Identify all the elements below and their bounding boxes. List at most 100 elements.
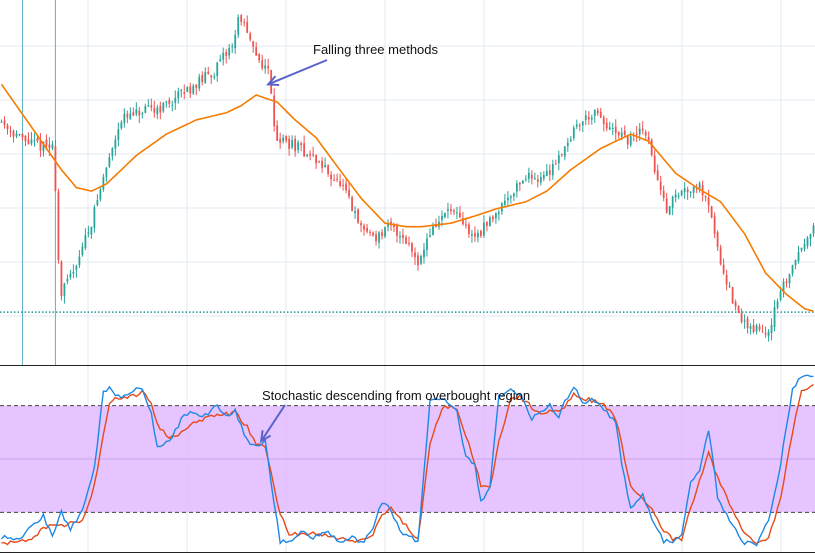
candle-body xyxy=(626,136,629,145)
candle-body xyxy=(174,97,177,104)
candle-body xyxy=(581,121,584,126)
candle-body xyxy=(647,136,650,141)
candle-body xyxy=(494,213,497,219)
candle-body xyxy=(330,174,332,180)
candle-body xyxy=(198,76,201,89)
candle-body xyxy=(611,127,614,129)
candle-body xyxy=(551,163,554,176)
candle-body xyxy=(785,281,788,284)
candle-body xyxy=(126,114,129,118)
candle-body xyxy=(489,217,491,227)
candle-body xyxy=(39,140,42,151)
candle-body xyxy=(710,206,713,218)
candle-body xyxy=(770,325,773,333)
candle-body xyxy=(414,252,416,258)
candle-body xyxy=(521,180,524,184)
candle-body xyxy=(42,141,45,152)
annotation-falling-three-methods: Falling three methods xyxy=(313,42,439,57)
candle-body xyxy=(408,243,410,245)
candle-body xyxy=(483,222,485,236)
candle-body xyxy=(749,326,752,329)
candle-body xyxy=(659,181,662,191)
candle-body xyxy=(138,110,141,116)
candle-body xyxy=(791,265,794,275)
candle-body xyxy=(719,247,722,265)
candle-body xyxy=(518,182,521,185)
candle-body xyxy=(405,237,407,244)
candle-body xyxy=(105,167,108,178)
candle-body xyxy=(411,243,413,252)
candle-body xyxy=(339,181,341,186)
candle-body xyxy=(779,291,782,300)
candle-body xyxy=(713,215,716,234)
candle-body xyxy=(797,252,800,262)
overbought-oversold-band xyxy=(0,405,815,513)
candle-body xyxy=(159,105,162,113)
candle-body xyxy=(297,142,300,151)
candle-body xyxy=(542,174,545,179)
candle-body xyxy=(60,261,63,297)
candle-body xyxy=(141,113,144,115)
candle-body xyxy=(767,331,770,337)
candle-body xyxy=(432,225,434,236)
candle-body xyxy=(809,234,812,239)
candle-body xyxy=(761,331,764,333)
candle-body xyxy=(267,66,270,69)
candle-body xyxy=(665,198,668,213)
candle-body xyxy=(764,333,767,335)
candle-body xyxy=(575,124,578,127)
candle-body xyxy=(369,232,371,234)
candle-body xyxy=(207,71,210,74)
candle-body xyxy=(294,138,297,152)
moving-average-line xyxy=(0,83,814,313)
candle-body xyxy=(701,184,704,196)
candle-body xyxy=(282,137,285,142)
candle-body xyxy=(201,74,204,82)
candle-body xyxy=(48,144,51,149)
candle-body xyxy=(111,148,114,157)
candle-body xyxy=(102,177,105,190)
candle-body xyxy=(189,86,192,94)
candle-body xyxy=(30,139,33,144)
candle-body xyxy=(114,139,117,149)
candle-body xyxy=(587,116,590,120)
candle-body xyxy=(24,135,27,142)
candle-body xyxy=(210,75,213,78)
candle-body xyxy=(252,41,255,47)
candle-body xyxy=(33,140,36,142)
candle-body xyxy=(195,84,198,88)
candle-body xyxy=(746,318,749,329)
candle-body xyxy=(644,131,647,136)
candle-body xyxy=(384,226,386,237)
candle-body xyxy=(180,90,183,92)
candle-body xyxy=(566,142,569,147)
candle-body xyxy=(453,210,455,212)
candle-body xyxy=(740,313,743,323)
candle-body xyxy=(692,186,695,193)
candle-body xyxy=(800,247,803,251)
candle-body xyxy=(417,255,419,266)
candle-body xyxy=(54,146,57,191)
candle-body xyxy=(509,196,512,198)
candle-body xyxy=(584,115,587,121)
candle-body xyxy=(468,224,470,234)
candle-body xyxy=(465,224,467,226)
candle-body xyxy=(300,143,303,145)
candle-body xyxy=(803,243,806,249)
candle-body xyxy=(734,301,737,307)
candle-body xyxy=(21,133,24,138)
candle-body xyxy=(593,110,596,116)
candle-body xyxy=(620,132,623,137)
candle-body xyxy=(231,46,234,48)
candle-body xyxy=(527,172,530,179)
candle-body xyxy=(539,176,542,183)
candle-body xyxy=(27,139,30,145)
candle-body xyxy=(237,17,240,35)
candle-body xyxy=(315,154,318,164)
candle-body xyxy=(396,225,398,236)
candle-body xyxy=(608,127,611,130)
candle-body xyxy=(563,146,566,157)
candle-body xyxy=(623,130,626,136)
vertical-markers xyxy=(21,0,56,365)
